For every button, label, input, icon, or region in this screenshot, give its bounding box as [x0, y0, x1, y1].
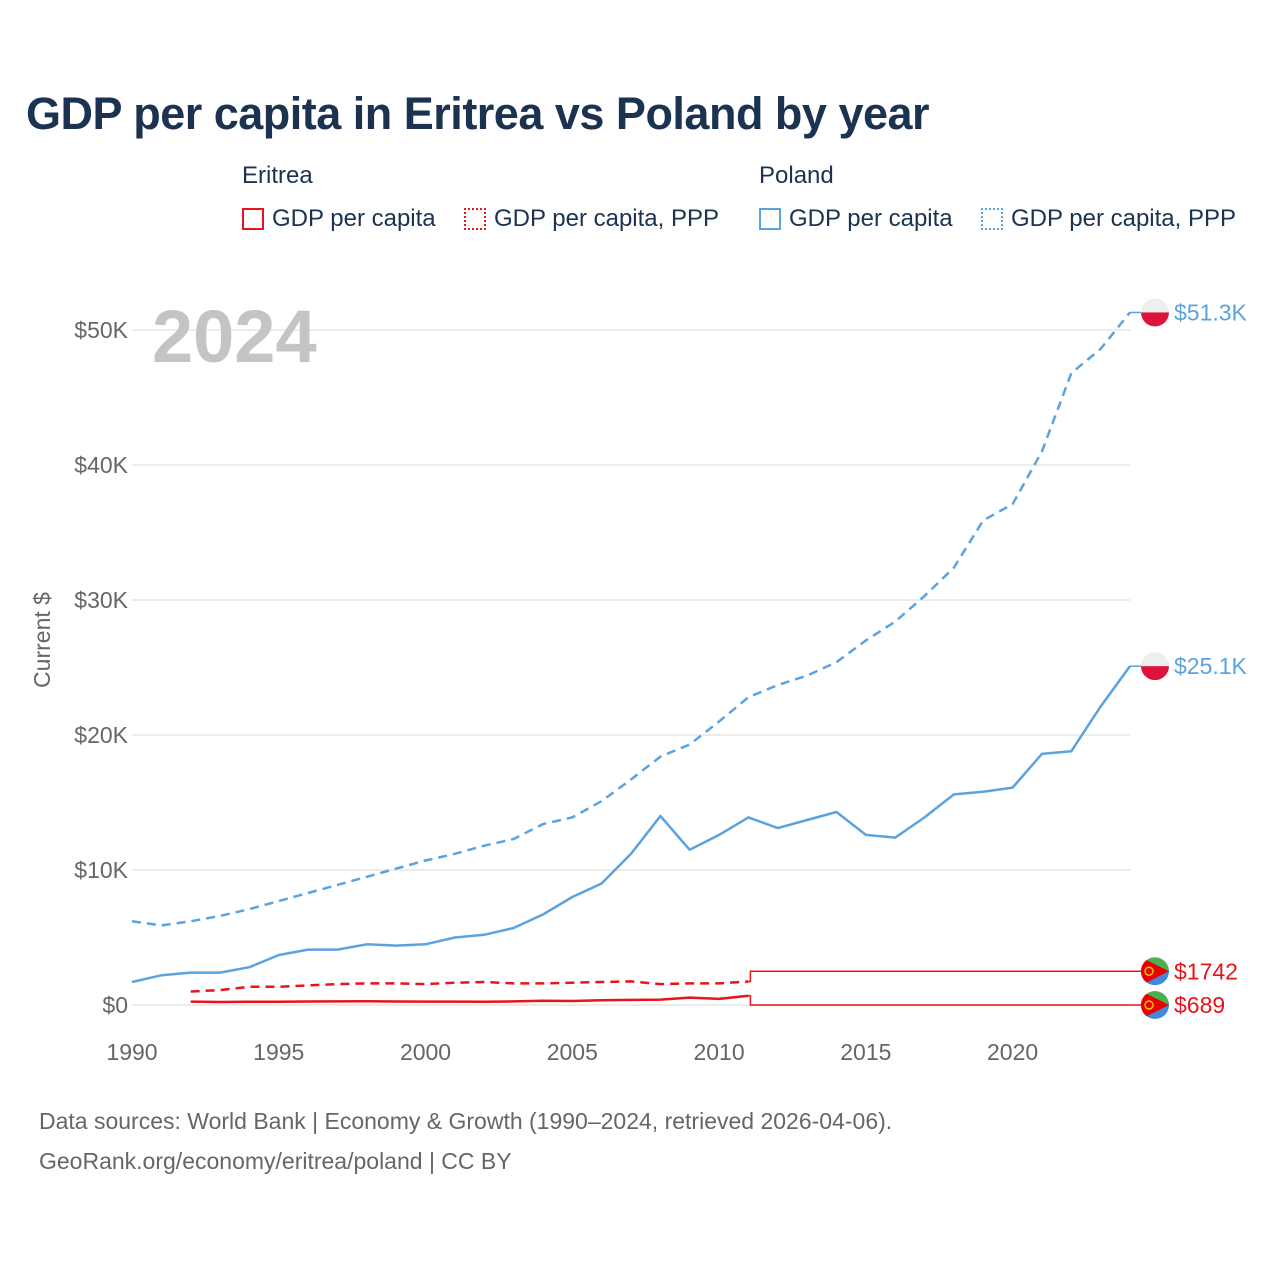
series-line-pol_ppp	[131, 311, 1131, 927]
y-tick-label: $50K	[74, 317, 128, 343]
legend-label: GDP per capita, PPP	[1011, 205, 1236, 232]
legend-poland-ppp[interactable]: GDP per capita, PPP	[981, 205, 1236, 233]
eritrea-flag-icon	[1141, 991, 1169, 1019]
poland-flag-icon	[1141, 652, 1169, 681]
legend-swatch-solid-icon	[242, 208, 264, 230]
x-tick-label: 1995	[253, 1039, 304, 1065]
legend-label: GDP per capita	[789, 205, 953, 232]
legend-label: GDP per capita	[272, 205, 436, 232]
year-label: 2024	[152, 295, 317, 378]
end-label-pol_ppp: $51.3K	[1174, 299, 1248, 325]
legend-swatch-solid-icon	[759, 208, 781, 230]
series-line-pol_gdp	[131, 665, 1132, 984]
eritrea-flag-icon	[1141, 957, 1169, 986]
legend-group-poland: Poland	[759, 162, 834, 189]
series-group	[131, 311, 1141, 1006]
end-label-pol_gdp: $25.1K	[1174, 653, 1248, 679]
y-tick-label: $30K	[74, 587, 128, 613]
series-connector	[748, 970, 1141, 983]
end-label-eri_ppp: $1742	[1174, 958, 1238, 984]
y-tick-label: $10K	[74, 857, 128, 883]
footer-link[interactable]: GeoRank.org/economy/eritrea/poland | CC …	[39, 1148, 512, 1174]
legend-group-eritrea: Eritrea	[242, 162, 313, 189]
gridlines	[132, 329, 1130, 1006]
line-chart: 2024 Current $ $0 $10K $20K $30K $40K $50K 19…	[29, 295, 1248, 1065]
series-line-eri_gdp	[190, 994, 749, 1004]
x-tick-label: 2010	[693, 1039, 744, 1065]
series-connector	[748, 994, 1141, 1006]
y-axis-ticks: $0 $10K $20K $30K $40K $50K	[74, 317, 128, 1018]
legend-swatch-dotted-icon	[981, 208, 1003, 230]
x-tick-label: 2000	[400, 1039, 451, 1065]
legend-poland-gdp[interactable]: GDP per capita	[759, 205, 953, 233]
y-tick-label: $40K	[74, 452, 128, 478]
legend-label: GDP per capita, PPP	[494, 205, 719, 232]
x-axis-ticks: 1990 1995 2000 2005 2010 2015 2020	[106, 1039, 1038, 1065]
x-tick-label: 2015	[840, 1039, 891, 1065]
legend-eritrea-ppp[interactable]: GDP per capita, PPP	[464, 205, 719, 233]
end-label-eri_gdp: $689	[1174, 992, 1225, 1018]
legend-swatch-dotted-icon	[464, 208, 486, 230]
end-markers: $51.3K $25.1K $1742 $689	[1141, 298, 1248, 1019]
series-line-eri_ppp	[190, 980, 749, 993]
x-tick-label: 2005	[547, 1039, 598, 1065]
x-tick-label: 1990	[106, 1039, 157, 1065]
footer-sources: Data sources: World Bank | Economy & Gro…	[39, 1108, 893, 1134]
x-tick-label: 2020	[987, 1039, 1038, 1065]
y-axis-label: Current $	[29, 592, 55, 688]
chart-title: GDP per capita in Eritrea vs Poland by y…	[26, 88, 930, 139]
y-tick-label: $0	[102, 992, 128, 1018]
legend-eritrea-gdp[interactable]: GDP per capita	[242, 205, 436, 233]
y-tick-label: $20K	[74, 722, 128, 748]
poland-flag-icon	[1141, 298, 1169, 327]
